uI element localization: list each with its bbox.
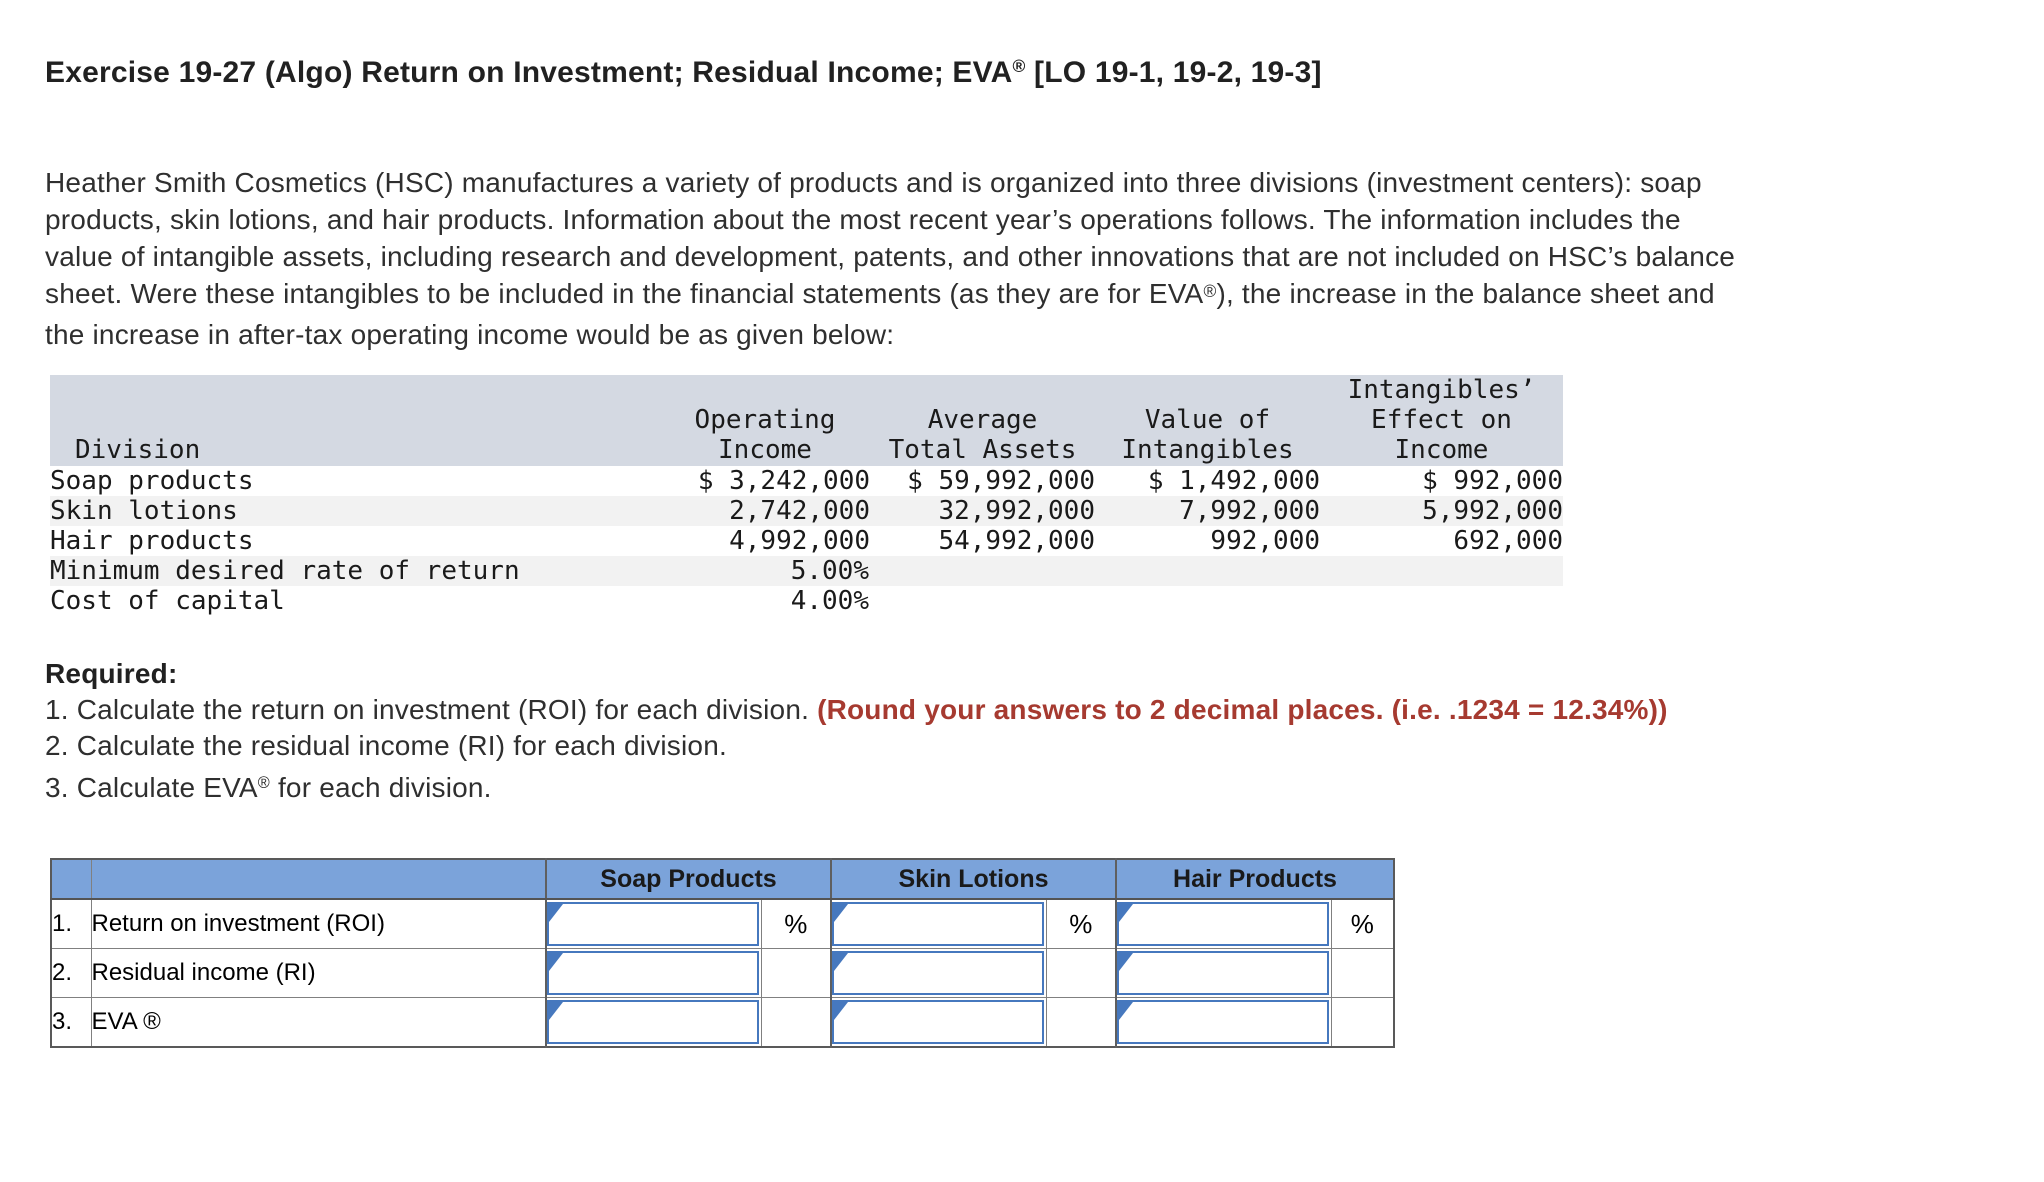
answer-table: Soap Products Skin Lotions Hair Products… <box>50 858 1395 1048</box>
input-roi-soap-products[interactable] <box>547 902 759 946</box>
answer-row-eva: 3. EVA ® <box>50 997 1395 1048</box>
input-ri-soap-products[interactable] <box>547 951 759 995</box>
input-flag-icon <box>834 953 848 971</box>
registered-mark-icon: ® <box>257 774 270 793</box>
registered-mark-icon: ® <box>1012 56 1026 77</box>
blank-suffix-cell <box>760 948 832 998</box>
intro-paragraph: Heather Smith Cosmetics (HSC) manufactur… <box>45 164 1735 353</box>
input-roi-hair-products[interactable] <box>1117 902 1329 946</box>
input-flag-icon <box>549 904 563 922</box>
input-ri-hair-products[interactable] <box>1117 951 1329 995</box>
paragraph-line: the increase in after-tax operating inco… <box>45 319 895 350</box>
input-eva-skin-lotions[interactable] <box>832 1000 1044 1044</box>
input-flag-icon <box>834 904 848 922</box>
input-flag-icon <box>1119 904 1133 922</box>
row-number: 2. <box>50 948 92 998</box>
input-eva-hair-products[interactable] <box>1117 1000 1329 1044</box>
table-row-skin-lotions: Skin lotions 2,742,000 32,992,000 7,992,… <box>50 496 1563 526</box>
input-flag-icon <box>1119 1002 1133 1020</box>
blank-suffix-cell <box>1045 997 1117 1048</box>
paragraph-line: sheet. Were these intangibles to be incl… <box>45 278 1715 309</box>
blank-suffix-cell <box>1045 948 1117 998</box>
blank-suffix-cell <box>760 997 832 1048</box>
input-flag-icon <box>549 953 563 971</box>
blank-suffix-cell <box>1330 997 1395 1048</box>
header-value-of-intangibles: Value of Intangibles <box>1095 375 1320 466</box>
row-number: 3. <box>50 997 92 1048</box>
page-title: Exercise 19-27 (Algo) Return on Investme… <box>45 56 1322 90</box>
required-section: Required: 1. Calculate the return on inv… <box>45 656 1668 810</box>
paragraph-line: Heather Smith Cosmetics (HSC) manufactur… <box>45 167 1702 198</box>
table-row-minimum-desired-rate: Minimum desired rate of return 5.00% <box>50 556 1563 586</box>
required-item-2: 2. Calculate the residual income (RI) fo… <box>45 730 727 761</box>
percent-suffix: % <box>1330 898 1395 949</box>
row-label-residual-income: Residual income (RI) <box>90 948 547 998</box>
row-number: 1. <box>50 898 92 949</box>
rounding-instruction-note: (Round your answers to 2 decimal places.… <box>817 694 1668 725</box>
answer-table-header-row: Soap Products Skin Lotions Hair Products <box>50 858 1395 900</box>
blank-suffix-cell <box>1330 948 1395 998</box>
input-ri-skin-lotions[interactable] <box>832 951 1044 995</box>
division-data-table: Division Operating Income Average Total … <box>50 375 1563 616</box>
paragraph-line: products, skin lotions, and hair product… <box>45 204 1681 235</box>
input-eva-soap-products[interactable] <box>547 1000 759 1044</box>
input-flag-icon <box>834 1002 848 1020</box>
header-intangibles-effect: Intangibles’ Effect on Income <box>1320 375 1563 466</box>
header-operating-income: Operating Income <box>660 375 870 466</box>
registered-mark-icon: ® <box>1203 280 1217 301</box>
table-row-hair-products: Hair products 4,992,000 54,992,000 992,0… <box>50 526 1563 556</box>
row-label-roi: Return on investment (ROI) <box>90 898 547 949</box>
table-row-cost-of-capital: Cost of capital 4.00% <box>50 586 869 616</box>
required-heading: Required: <box>45 658 178 689</box>
required-item-1: 1. Calculate the return on investment (R… <box>45 694 1668 725</box>
data-table-header-row: Division Operating Income Average Total … <box>50 375 1563 466</box>
column-header-soap-products: Soap Products <box>545 858 832 900</box>
input-flag-icon <box>1119 953 1133 971</box>
input-roi-skin-lotions[interactable] <box>832 902 1044 946</box>
row-label-eva: EVA ® <box>90 997 547 1048</box>
answer-row-roi: 1. Return on investment (ROI) % % % <box>50 898 1395 949</box>
column-header-skin-lotions: Skin Lotions <box>830 858 1117 900</box>
percent-suffix: % <box>1045 898 1117 949</box>
answer-row-residual-income: 2. Residual income (RI) <box>50 948 1395 998</box>
input-flag-icon <box>549 1002 563 1020</box>
required-item-3: 3. Calculate EVA® for each division. <box>45 772 492 803</box>
paragraph-line: value of intangible assets, including re… <box>45 241 1736 272</box>
page-title-lo-tags: [LO 19-1, 19-2, 19-3] <box>1025 56 1322 89</box>
percent-suffix: % <box>760 898 832 949</box>
column-header-hair-products: Hair Products <box>1115 858 1395 900</box>
table-row-soap-products: Soap products $ 3,242,000 $ 59,992,000 $… <box>50 466 1563 496</box>
page-title-text: Exercise 19-27 (Algo) Return on Investme… <box>45 56 1013 89</box>
header-blank-number-col <box>50 858 92 900</box>
header-blank-label-col <box>90 858 547 900</box>
header-division: Division <box>50 375 660 466</box>
header-average-total-assets: Average Total Assets <box>870 375 1095 466</box>
